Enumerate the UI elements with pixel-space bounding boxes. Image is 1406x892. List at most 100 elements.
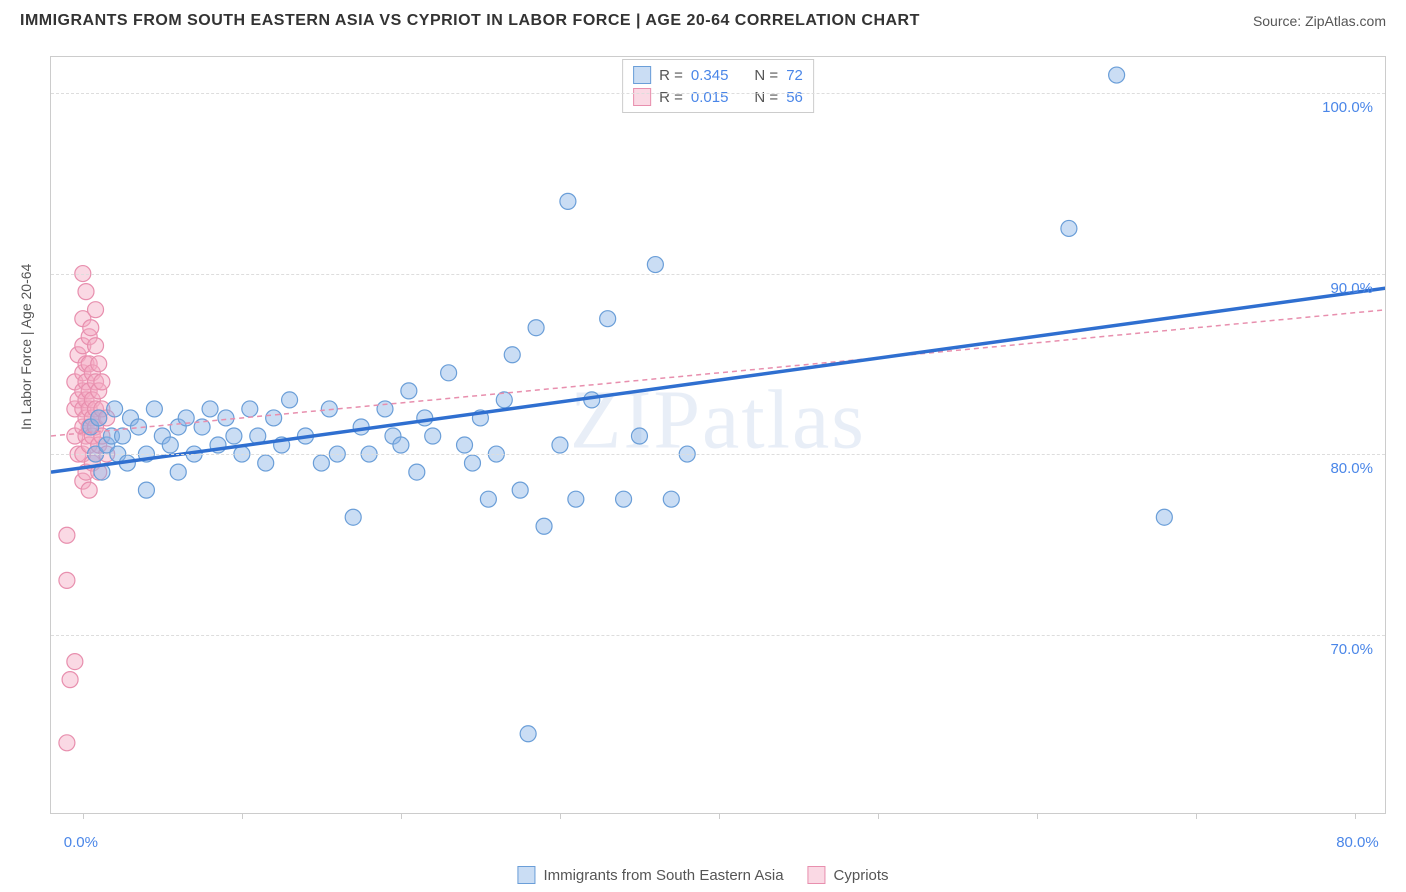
scatter-point bbox=[600, 311, 616, 327]
scatter-point bbox=[226, 428, 242, 444]
scatter-point bbox=[1156, 509, 1172, 525]
swatch-series2 bbox=[633, 88, 651, 106]
correlation-row-series1: R = 0.345 N = 72 bbox=[633, 64, 803, 86]
scatter-point bbox=[520, 726, 536, 742]
scatter-point bbox=[138, 482, 154, 498]
y-tick-label: 100.0% bbox=[1322, 99, 1373, 116]
scatter-point bbox=[170, 464, 186, 480]
legend-item-series1: Immigrants from South Eastern Asia bbox=[517, 866, 783, 884]
gridline-horizontal bbox=[51, 274, 1385, 275]
plot-svg bbox=[51, 57, 1385, 813]
scatter-point bbox=[62, 672, 78, 688]
scatter-point bbox=[568, 491, 584, 507]
scatter-point bbox=[59, 572, 75, 588]
x-tick-label: 80.0% bbox=[1336, 834, 1379, 851]
series-legend: Immigrants from South Eastern Asia Cypri… bbox=[517, 866, 888, 884]
gridline-horizontal bbox=[51, 454, 1385, 455]
scatter-point bbox=[67, 654, 83, 670]
n-label-1: N = bbox=[754, 67, 778, 84]
scatter-point bbox=[401, 383, 417, 399]
scatter-point bbox=[88, 302, 104, 318]
x-tick bbox=[242, 813, 243, 819]
scatter-point bbox=[536, 518, 552, 534]
trend-line bbox=[51, 310, 1385, 436]
scatter-point bbox=[425, 428, 441, 444]
legend-swatch-series1 bbox=[517, 866, 535, 884]
scatter-point bbox=[457, 437, 473, 453]
scatter-point bbox=[218, 410, 234, 426]
trend-line bbox=[51, 288, 1385, 472]
chart-title: IMMIGRANTS FROM SOUTH EASTERN ASIA VS CY… bbox=[20, 12, 920, 30]
r-label-1: R = bbox=[659, 67, 683, 84]
swatch-series1 bbox=[633, 66, 651, 84]
scatter-point bbox=[1061, 220, 1077, 236]
scatter-point bbox=[258, 455, 274, 471]
r-value-1: 0.345 bbox=[691, 67, 729, 84]
correlation-legend: R = 0.345 N = 72 R = 0.015 N = 56 bbox=[622, 59, 814, 113]
x-tick bbox=[719, 813, 720, 819]
scatter-point bbox=[266, 410, 282, 426]
scatter-point bbox=[512, 482, 528, 498]
y-tick-label: 70.0% bbox=[1330, 641, 1373, 658]
scatter-point bbox=[107, 401, 123, 417]
scatter-point bbox=[663, 491, 679, 507]
legend-item-series2: Cypriots bbox=[808, 866, 889, 884]
scatter-point bbox=[377, 401, 393, 417]
scatter-point bbox=[88, 338, 104, 354]
scatter-point bbox=[146, 401, 162, 417]
scatter-point bbox=[1109, 67, 1125, 83]
scatter-point bbox=[417, 410, 433, 426]
scatter-point bbox=[313, 455, 329, 471]
scatter-point bbox=[81, 482, 97, 498]
scatter-point bbox=[552, 437, 568, 453]
scatter-point bbox=[480, 491, 496, 507]
scatter-point bbox=[242, 401, 258, 417]
n-value-2: 56 bbox=[786, 89, 803, 106]
scatter-point bbox=[282, 392, 298, 408]
chart-header: IMMIGRANTS FROM SOUTH EASTERN ASIA VS CY… bbox=[0, 0, 1406, 38]
source-label: Source: bbox=[1253, 13, 1305, 29]
scatter-point bbox=[441, 365, 457, 381]
scatter-point bbox=[464, 455, 480, 471]
scatter-point bbox=[162, 437, 178, 453]
r-label-2: R = bbox=[659, 89, 683, 106]
x-tick bbox=[560, 813, 561, 819]
scatter-point bbox=[393, 437, 409, 453]
scatter-point bbox=[504, 347, 520, 363]
scatter-point bbox=[496, 392, 512, 408]
scatter-point bbox=[91, 356, 107, 372]
scatter-point bbox=[631, 428, 647, 444]
x-tick bbox=[878, 813, 879, 819]
correlation-row-series2: R = 0.015 N = 56 bbox=[633, 86, 803, 108]
x-tick bbox=[1196, 813, 1197, 819]
x-tick bbox=[1037, 813, 1038, 819]
x-tick bbox=[83, 813, 84, 819]
y-tick-label: 80.0% bbox=[1330, 460, 1373, 477]
scatter-point bbox=[59, 527, 75, 543]
scatter-point bbox=[94, 374, 110, 390]
legend-label-series1: Immigrants from South Eastern Asia bbox=[543, 867, 783, 884]
scatter-point bbox=[616, 491, 632, 507]
scatter-point bbox=[202, 401, 218, 417]
gridline-horizontal bbox=[51, 635, 1385, 636]
scatter-point bbox=[78, 284, 94, 300]
x-tick bbox=[1355, 813, 1356, 819]
scatter-point bbox=[59, 735, 75, 751]
source-attribution: Source: ZipAtlas.com bbox=[1253, 13, 1386, 29]
scatter-chart: ZIPatlas R = 0.345 N = 72 R = 0.015 N = … bbox=[50, 56, 1386, 814]
scatter-point bbox=[647, 257, 663, 273]
scatter-point bbox=[409, 464, 425, 480]
x-tick-label: 0.0% bbox=[64, 834, 98, 851]
n-value-1: 72 bbox=[786, 67, 803, 84]
source-name: ZipAtlas.com bbox=[1305, 13, 1386, 29]
x-tick bbox=[401, 813, 402, 819]
scatter-point bbox=[83, 320, 99, 336]
gridline-horizontal bbox=[51, 93, 1385, 94]
legend-swatch-series2 bbox=[808, 866, 826, 884]
legend-label-series2: Cypriots bbox=[834, 867, 889, 884]
y-axis-label: In Labor Force | Age 20-64 bbox=[18, 264, 34, 430]
y-tick-label: 90.0% bbox=[1330, 280, 1373, 297]
r-value-2: 0.015 bbox=[691, 89, 729, 106]
scatter-point bbox=[528, 320, 544, 336]
n-label-2: N = bbox=[754, 89, 778, 106]
